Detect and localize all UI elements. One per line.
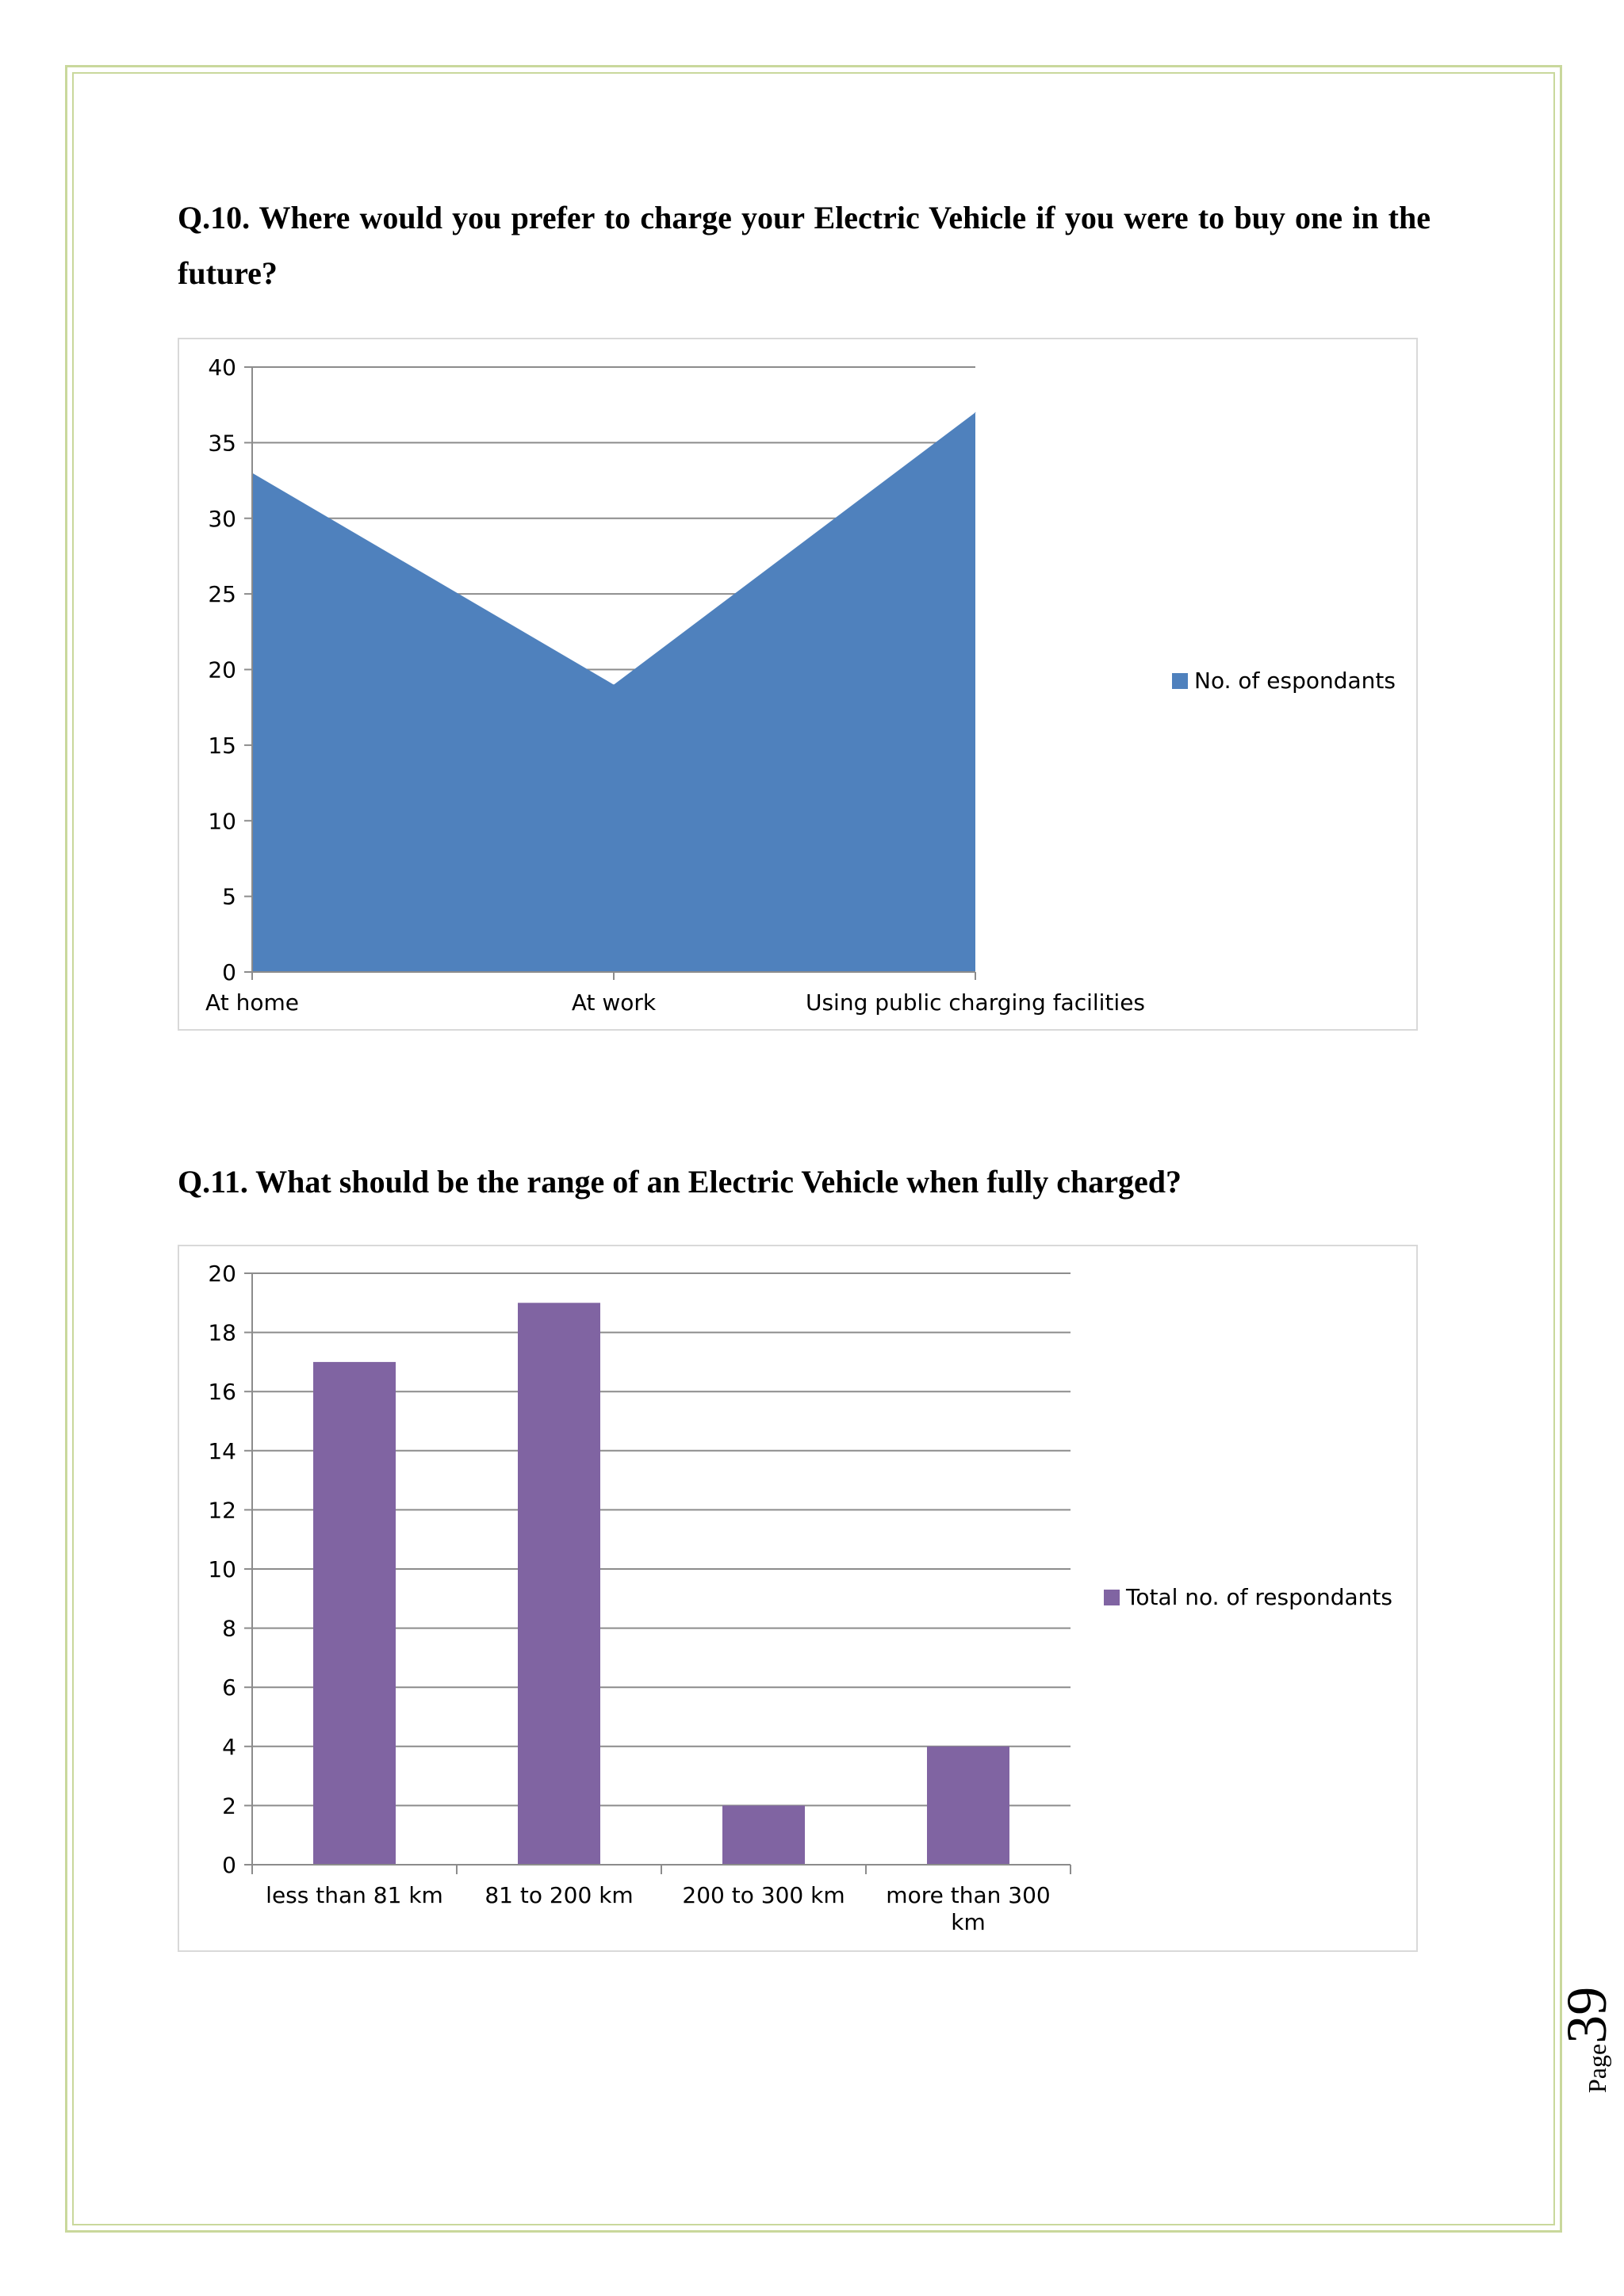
y-tick-label: 4 [222,1734,236,1760]
bar [313,1361,396,1865]
legend-label-q11: Total no. of respondants [1126,1584,1392,1610]
x-tick-label: Using public charging facilities [806,989,1145,1016]
y-tick-label: 12 [208,1497,236,1523]
y-tick-label: 20 [208,1261,236,1287]
x-tick-label: 200 to 300 km [682,1882,845,1908]
y-tick-label: 6 [222,1674,236,1701]
bar [927,1746,1009,1865]
y-tick-label: 5 [222,884,236,910]
y-tick-label: 15 [208,733,236,759]
bar [518,1303,600,1865]
x-tick-label: At work [572,989,657,1016]
x-tick-label: less than 81 km [266,1882,443,1908]
page-border-inner [72,72,1555,2225]
legend-swatch-q10 [1172,672,1188,689]
y-tick-label: 8 [222,1616,236,1642]
y-tick-label: 16 [208,1379,236,1405]
y-tick-label: 10 [208,1556,236,1582]
y-tick-label: 10 [208,808,236,834]
area-chart-q10: 0 5 10 15 20 25 30 35 40 At home At work Using publ… [205,354,1145,1016]
page-number-value: 39 [1555,1986,1618,2044]
y-tick-label: 0 [222,1852,236,1878]
y-tick-label: 2 [222,1793,236,1819]
y-tick-label: 0 [222,959,236,985]
question-11-heading: Q.11. What should be the range of an Ele… [178,1164,1182,1200]
y-tick-label: 40 [208,354,236,381]
y-tick-label: 25 [208,581,236,607]
legend-label-q10: No. of espondants [1194,668,1396,694]
legend-swatch-q11 [1104,1589,1120,1605]
question-10-heading: Q.10. Where would you prefer to charge y… [178,200,1431,291]
legend-q10: No. of espondants [1172,668,1396,694]
x-tick-label: At home [205,989,299,1016]
page-label: Page [1583,2043,1611,2093]
x-tick-label: 81 to 200 km [485,1882,633,1908]
legend-q11: Total no. of respondants [1104,1584,1392,1610]
y-tick-label: 18 [208,1320,236,1346]
page-border-outer [65,65,1562,2233]
page-number: Page39 [1554,1987,1620,2093]
bar [722,1805,805,1865]
x-tick-label: more than 300 km [886,1882,1050,1935]
y-tick-label: 30 [208,506,236,532]
chart-frame-q11: 0 2 4 6 8 10 12 14 16 18 20 less than 81 km 81 to 20… [178,1245,1418,1952]
area-data-point [975,411,976,413]
chart-frame-q10: 0 5 10 15 20 25 30 35 40 At home At work Using publ… [178,338,1418,1031]
y-tick-label: 35 [208,430,236,456]
y-tick-label: 14 [208,1438,236,1464]
area-series-fill [252,412,975,972]
bar-chart-q11: 0 2 4 6 8 10 12 14 16 18 20 less than 81 km 81 to 20… [208,1261,1071,1935]
y-tick-label: 20 [208,657,236,683]
area-data-point [613,684,615,686]
